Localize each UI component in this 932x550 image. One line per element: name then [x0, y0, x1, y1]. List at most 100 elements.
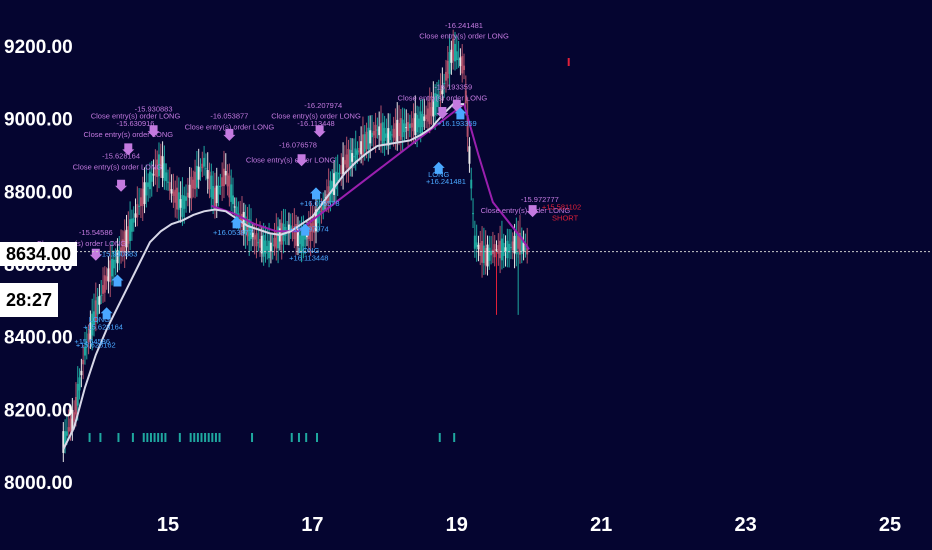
signal-tick — [251, 433, 254, 442]
candle-body — [251, 232, 254, 238]
candle-body — [459, 57, 462, 67]
candle-body — [385, 133, 388, 138]
candle-body — [181, 194, 184, 217]
candle-body — [282, 223, 285, 242]
candle-body — [212, 186, 215, 200]
candle-body — [403, 123, 406, 133]
candle-body — [167, 181, 169, 183]
signal-tick — [196, 433, 199, 442]
candle-body — [219, 185, 222, 187]
candle-body — [396, 119, 399, 142]
x-tick-label: 15 — [157, 514, 179, 536]
candle-body — [168, 182, 171, 191]
candle-body — [226, 173, 229, 187]
candle-body — [304, 235, 307, 240]
long-order-arrow-icon — [454, 107, 467, 120]
order-annotation: LONG — [428, 170, 449, 179]
candle-body — [125, 229, 128, 248]
candle-body — [76, 383, 79, 406]
candle-body — [295, 224, 298, 246]
candle-body — [248, 219, 251, 241]
candle-body — [342, 157, 345, 175]
candle-body — [210, 175, 213, 198]
candle-body — [490, 250, 493, 256]
candle-body — [105, 276, 108, 281]
candle-body — [450, 49, 453, 63]
candle-body — [120, 247, 123, 252]
candle-body — [495, 249, 498, 251]
x-tick-label: 25 — [879, 514, 901, 536]
candle-body — [347, 148, 350, 171]
candle-body — [511, 241, 514, 251]
x-tick-label: 17 — [301, 514, 323, 536]
candle-body — [190, 176, 193, 199]
candle-body — [127, 226, 130, 244]
candle-body — [273, 237, 276, 247]
long-order-arrow-icon — [310, 187, 323, 200]
moving-average-line — [62, 103, 465, 450]
candle-body — [372, 131, 375, 136]
candle-body — [154, 166, 157, 176]
order-annotation: -16.207974 — [304, 101, 342, 110]
candle-body — [419, 111, 422, 134]
signal-tick — [305, 433, 308, 442]
order-annotation: Close entry(s) order LONG — [246, 155, 336, 164]
candle-body — [464, 90, 467, 104]
close-order-arrow-icon — [223, 128, 236, 141]
candle-body — [315, 209, 318, 232]
order-annotation: -15.930883 — [135, 104, 173, 113]
candle-body — [470, 179, 473, 189]
candle-body — [228, 175, 231, 198]
candle-body — [455, 51, 458, 61]
candle-body — [217, 185, 220, 195]
moving-average-layer — [62, 102, 530, 450]
candle-body — [241, 213, 244, 227]
candle-body — [118, 250, 121, 256]
candle-body — [311, 223, 314, 233]
candle-body — [515, 232, 518, 255]
candle-body — [159, 155, 162, 169]
candle-body — [363, 134, 366, 152]
order-annotation: Close entry(s) order LONG — [91, 112, 181, 121]
candle-body — [486, 244, 489, 267]
y-tick-label: 8000.00 — [4, 473, 73, 494]
order-annotation: -15.630916 — [117, 119, 155, 128]
candle-body — [398, 123, 401, 137]
candle-body — [266, 246, 269, 251]
current-price-badge: 8634.00 — [0, 242, 78, 266]
candle-body — [437, 94, 440, 100]
candle-body — [441, 85, 444, 94]
order-annotation: Close entry(s) order LONG — [37, 239, 127, 248]
candle-body — [309, 219, 312, 241]
candle-body — [123, 231, 126, 254]
candle-body — [69, 418, 72, 432]
candle-body — [479, 242, 482, 257]
candle-body — [130, 218, 133, 232]
candle-body — [91, 313, 94, 336]
candle-body — [426, 108, 429, 122]
signal-tick — [214, 433, 217, 442]
candle-body — [257, 242, 260, 244]
candle-body — [452, 38, 455, 61]
candle-body — [374, 124, 377, 138]
candle-body — [428, 102, 431, 125]
y-tick-label: 9200.00 — [4, 37, 73, 58]
candle-body — [356, 150, 359, 155]
candle-body — [421, 113, 424, 128]
candle-body — [188, 184, 191, 198]
candle-body — [453, 43, 456, 62]
candle-body — [493, 244, 496, 258]
candle-body — [408, 123, 411, 129]
x-tick-label: 21 — [590, 514, 612, 536]
candle-body — [92, 311, 95, 325]
candle-body — [482, 245, 485, 264]
order-annotation: LONG — [89, 315, 110, 324]
candle-body — [179, 199, 182, 208]
candle-body — [466, 115, 469, 137]
order-annotation: -15.972777 — [521, 195, 559, 204]
close-order-arrow-icon — [526, 205, 539, 218]
candle-body — [463, 65, 466, 70]
candle-body — [331, 181, 334, 195]
order-annotation: Close entry(s) order LONG — [481, 206, 571, 215]
